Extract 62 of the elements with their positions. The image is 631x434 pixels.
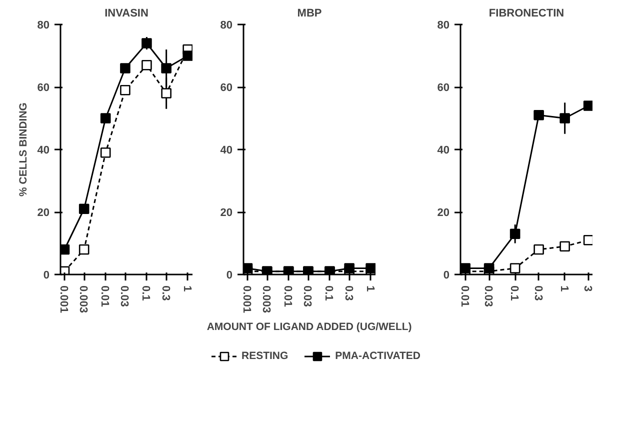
y-tick-label: 20: [37, 207, 50, 219]
x-tick-label: 0.003: [260, 286, 272, 314]
point: [182, 50, 192, 61]
point: [510, 263, 520, 274]
x-tick-label: 0.01: [98, 286, 111, 307]
point: [78, 244, 90, 255]
y-tick-label: 40: [37, 144, 50, 156]
x-tick-label: 3: [582, 286, 594, 292]
x-tick-label: 1: [180, 286, 193, 292]
point: [510, 228, 520, 240]
x-tick-label: 0.003: [77, 286, 90, 314]
x-tick-label: 0.3: [342, 286, 354, 301]
legend-label: RESTING: [241, 350, 288, 362]
x-tick-label: 0.3: [532, 286, 544, 301]
point: [78, 204, 90, 214]
y-tick-label: 60: [437, 82, 450, 94]
y-tick-label: 0: [43, 270, 50, 282]
point: [142, 38, 152, 48]
y-tick-label: 80: [437, 20, 450, 32]
x-tick-label: 0.03: [482, 286, 494, 307]
point: [460, 263, 470, 274]
x-tick-label: 0.1: [322, 286, 335, 301]
x-tick-label: 0.3: [159, 286, 172, 301]
point: [534, 110, 544, 120]
x-tick-label: 0.001: [57, 286, 70, 314]
chart-title: FIBRONECTIN: [488, 8, 564, 20]
y-tick-label: 20: [220, 207, 233, 219]
point: [583, 234, 592, 246]
point: [583, 100, 592, 111]
x-tick-label: 1: [364, 286, 376, 292]
x-tick-label: 0.03: [118, 286, 130, 307]
point: [161, 63, 172, 74]
chart-title: INVASIN: [104, 8, 148, 20]
y-tick-label: 60: [220, 82, 233, 94]
y-tick-label: 80: [220, 20, 233, 32]
x-tick-label: 0.01: [458, 286, 470, 307]
x-tick-label: 0.001: [240, 286, 252, 314]
point: [560, 241, 570, 252]
y-tick-label: 40: [220, 144, 233, 156]
legend-label: PMA-ACTIVATED: [335, 350, 421, 362]
y-tick-label: 0: [226, 270, 233, 282]
x-tick-label: 0.01: [282, 286, 294, 307]
x-tick-label: 0.03: [301, 286, 314, 307]
point: [100, 147, 111, 158]
x-axis-title: AMOUNT OF LIGAND ADDED (UG/WELL): [206, 321, 412, 334]
y-tick-label: 0: [443, 270, 450, 282]
point: [560, 113, 570, 124]
y-tick-label: 80: [37, 20, 50, 32]
point: [161, 88, 172, 98]
chart-title: MBP: [297, 8, 322, 20]
point: [142, 60, 152, 70]
point: [100, 113, 111, 124]
x-tick-label: 0.1: [140, 286, 152, 301]
y-axis-title: % CELLS BINDING: [17, 102, 30, 196]
y-tick-label: 40: [437, 144, 450, 156]
x-tick-label: 0.1: [508, 286, 520, 301]
y-tick-label: 20: [437, 207, 450, 219]
y-tick-label: 60: [37, 82, 50, 94]
point: [534, 244, 544, 255]
point: [120, 63, 130, 74]
x-tick-label: 1: [558, 286, 570, 292]
point: [120, 84, 130, 96]
